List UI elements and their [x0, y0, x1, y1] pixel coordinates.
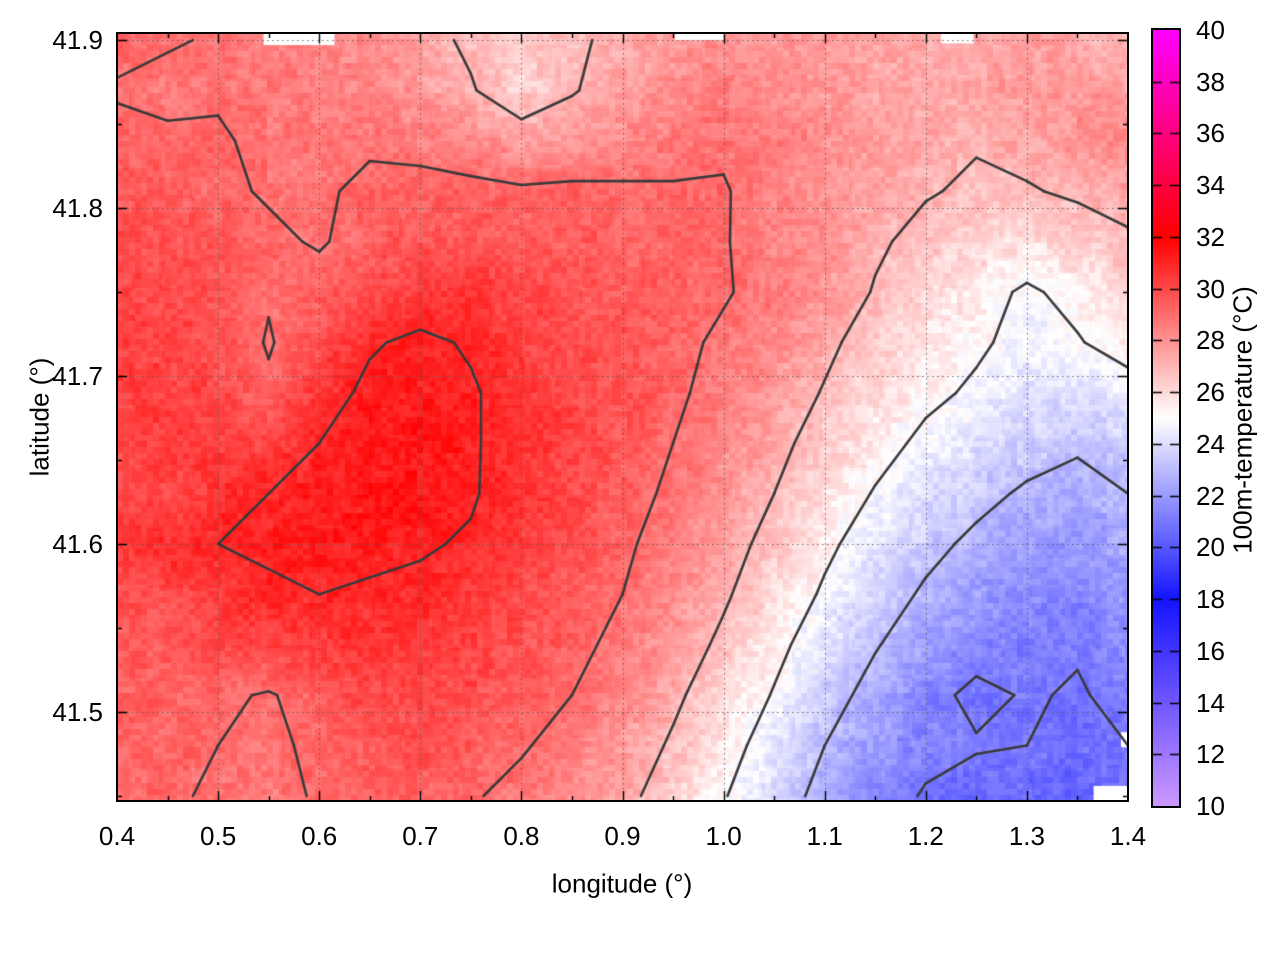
x-axis-title: longitude (°)	[551, 868, 693, 899]
y-tick-label: 41.9	[52, 25, 103, 56]
y-axis-title: latitude (°)	[24, 357, 55, 477]
colorbar-tick-label: 20	[1196, 532, 1225, 563]
colorbar-tick-label: 12	[1196, 739, 1225, 770]
colorbar-title: 100m-temperature (°C)	[1227, 286, 1258, 554]
y-tick-label: 41.8	[52, 193, 103, 224]
colorbar-tick-label: 30	[1196, 273, 1225, 304]
x-tick-label: 1.0	[705, 821, 742, 851]
colorbar-tick-label: 22	[1196, 480, 1225, 511]
colorbar-tick-label: 26	[1196, 377, 1225, 408]
colorbar-tick-label: 38	[1196, 66, 1225, 97]
colorbar-tick-label: 18	[1196, 584, 1225, 615]
colorbar-tick-label: 16	[1196, 635, 1225, 666]
colorbar-tick-label: 34	[1196, 170, 1225, 201]
colorbar-border	[1151, 28, 1181, 808]
colorbar-tick-label: 28	[1196, 325, 1225, 356]
x-tick-label: 0.9	[604, 821, 641, 851]
colorbar-canvas	[1153, 30, 1179, 806]
x-tick-label: 0.5	[200, 821, 237, 851]
colorbar-tick-label: 40	[1196, 15, 1225, 45]
plot-border	[116, 32, 1129, 802]
y-tick-label: 41.6	[52, 528, 103, 559]
heatmap-canvas	[117, 33, 1128, 801]
y-tick-label: 41.7	[52, 361, 103, 391]
x-tick-label: 1.1	[806, 821, 843, 851]
colorbar-tick-label: 14	[1196, 687, 1225, 718]
x-tick-label: 0.6	[301, 821, 338, 851]
x-tick-label: 0.4	[98, 821, 136, 851]
colorbar-tick-label: 24	[1196, 428, 1225, 459]
x-tick-label: 0.8	[503, 821, 540, 851]
x-tick-label: 1.4	[1109, 821, 1147, 851]
colorbar-tick-label: 10	[1196, 791, 1225, 821]
x-tick-label: 1.3	[1008, 821, 1045, 851]
y-tick-label: 41.5	[52, 696, 103, 727]
colorbar-tick-label: 36	[1196, 118, 1225, 149]
colorbar-tick-label: 32	[1196, 221, 1225, 252]
x-tick-label: 0.7	[402, 821, 439, 851]
x-tick-label: 1.2	[907, 821, 944, 851]
